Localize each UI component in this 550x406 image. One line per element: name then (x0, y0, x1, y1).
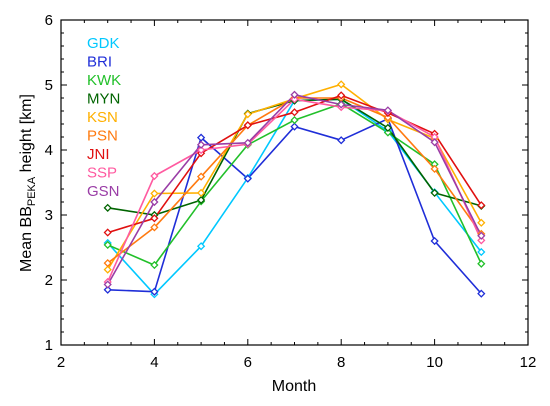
marker-ssp (290, 95, 299, 104)
x-tick-label: 10 (426, 354, 443, 371)
marker-psn (430, 164, 439, 173)
marker-ssp (196, 145, 206, 155)
marker-psn (196, 172, 206, 181)
marker-myn (383, 123, 393, 133)
marker-ssp (477, 236, 486, 245)
marker-jni (290, 108, 299, 117)
legend-item-gsn: GSN (87, 183, 120, 200)
marker-kwk (103, 240, 112, 250)
x-tick-label: 6 (244, 354, 252, 371)
y-tick-label: 4 (45, 142, 53, 159)
marker-ksn (103, 265, 112, 274)
plot-frame (60, 19, 529, 346)
marker-gdk (477, 247, 486, 257)
marker-bri (150, 287, 159, 296)
marker-myn (103, 203, 112, 212)
marker-ksn (337, 80, 346, 89)
y-axis-title-prefix: Mean BB (18, 206, 35, 272)
marker-gsn (150, 197, 159, 207)
marker-bri (337, 136, 346, 145)
y-tick-label: 6 (45, 12, 53, 29)
legend-item-jni: JNI (87, 146, 110, 163)
y-tick-label: 5 (45, 77, 53, 94)
marker-psn (150, 223, 159, 232)
x-tick-label: 12 (520, 354, 537, 371)
legend-item-gdk: GDK (87, 35, 120, 52)
marker-bri (477, 289, 486, 298)
marker-gsn (430, 138, 439, 147)
marker-psn (383, 113, 393, 122)
marker-gdk (196, 242, 206, 251)
marker-jni (477, 201, 486, 210)
y-axis-title-subscript: PEKA (26, 176, 38, 206)
marker-bri (103, 285, 112, 294)
y-tick-label: 3 (45, 207, 53, 224)
marker-bri (290, 122, 299, 131)
marker-bri (243, 174, 252, 183)
marker-jni (150, 214, 159, 223)
marker-kwk (477, 259, 486, 268)
marker-ksn (196, 188, 206, 198)
data-markers (103, 80, 486, 299)
marker-jni (337, 91, 346, 100)
marker-kwk (383, 128, 393, 137)
marker-gsn (290, 90, 299, 99)
legend-item-ssp: SSP (87, 165, 117, 182)
marker-ksn (243, 110, 252, 119)
marker-jni (243, 121, 252, 130)
x-tick-label: 2 (57, 354, 65, 371)
marker-kwk (150, 260, 159, 270)
marker-myn (430, 188, 439, 198)
y-axis-title-suffix: height [km] (18, 94, 35, 177)
marker-ssp (150, 171, 159, 181)
legend-item-kwk: KWK (87, 72, 121, 89)
legend-item-psn: PSN (87, 128, 118, 145)
marker-ksn (477, 218, 486, 227)
x-tick-label: 4 (150, 354, 158, 371)
y-tick-label: 2 (45, 272, 53, 289)
x-tick-label: 8 (337, 354, 345, 371)
marker-gsn (196, 140, 206, 149)
marker-gsn (383, 106, 393, 115)
marker-psn (103, 258, 112, 268)
marker-jni (103, 228, 112, 237)
marker-myn (196, 195, 206, 205)
y-tick-label: 1 (45, 337, 53, 354)
axis-ticks (60, 19, 529, 346)
marker-gsn (103, 280, 112, 289)
x-axis-title: Month (272, 378, 316, 395)
legend-item-ksn: KSN (87, 109, 118, 126)
marker-gsn (337, 100, 346, 109)
legend-item-bri: BRI (87, 54, 112, 71)
y-axis-title: Mean BBPEKA height [km] (18, 94, 38, 272)
marker-gsn (477, 231, 486, 240)
marker-kwk (290, 115, 299, 125)
marker-gsn (243, 138, 252, 147)
marker-bri (430, 236, 439, 246)
marker-ksn (150, 189, 159, 198)
legend-item-myn: MYN (87, 91, 120, 108)
